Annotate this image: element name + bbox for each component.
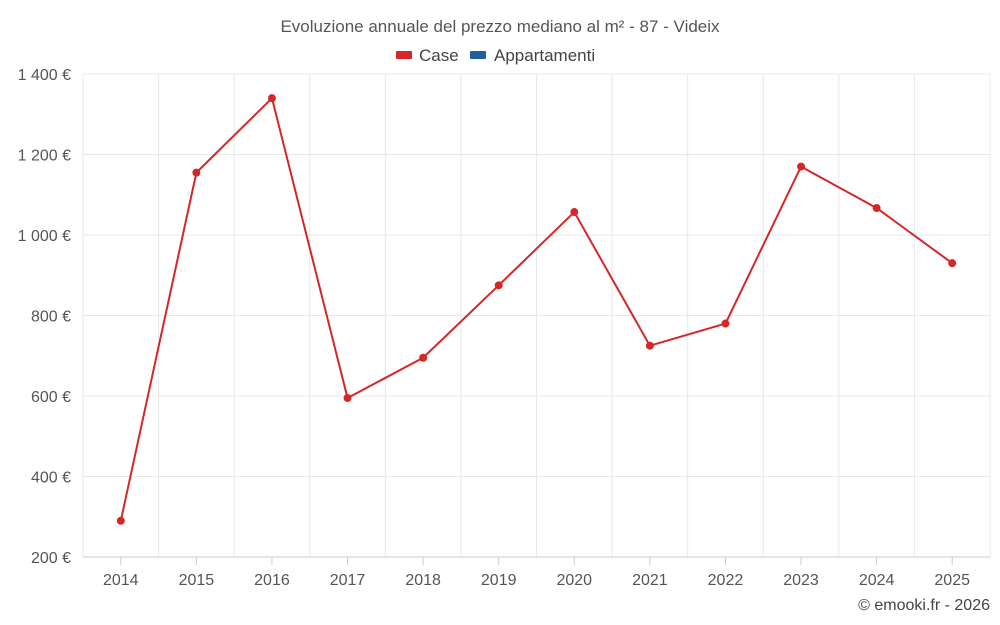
- legend: Case Appartamenti: [396, 46, 595, 65]
- x-tick-label: 2018: [405, 572, 441, 589]
- data-point-case[interactable]: [721, 319, 730, 328]
- chart-title: Evoluzione annuale del prezzo mediano al…: [280, 17, 720, 36]
- data-point-case[interactable]: [872, 204, 881, 213]
- y-axis-ticks: 200 € 400 € 600 € 800 € 1 000 € 1 200 € 1 400 …: [18, 67, 71, 567]
- y-tick-label: 400 €: [31, 470, 71, 487]
- legend-item-appartamenti[interactable]: Appartamenti: [470, 46, 595, 65]
- series-line-case: [119, 97, 953, 521]
- x-tick-label: 2019: [481, 572, 517, 589]
- data-point-case[interactable]: [116, 516, 125, 525]
- x-axis-ticks: 2014 2015 2016 2017 2018 2019 2020 2021 2022 2023…: [103, 557, 970, 589]
- data-point-case[interactable]: [570, 208, 579, 217]
- x-tick-label: 2017: [330, 572, 366, 589]
- legend-label-appartamenti: Appartamenti: [494, 46, 595, 65]
- x-tick-label: 2021: [632, 572, 668, 589]
- y-tick-label: 1 200 €: [18, 148, 71, 165]
- data-point-case[interactable]: [645, 341, 654, 350]
- legend-label-case: Case: [419, 46, 459, 65]
- x-tick-label: 2015: [179, 572, 215, 589]
- data-point-case[interactable]: [192, 168, 201, 177]
- y-tick-label: 200 €: [31, 550, 71, 567]
- x-tick-label: 2025: [934, 572, 970, 589]
- x-tick-label: 2023: [783, 572, 819, 589]
- grid: [82, 73, 991, 557]
- credit-text: © emooki.fr - 2026: [858, 597, 990, 614]
- legend-swatch-case: [396, 51, 412, 59]
- y-tick-label: 600 €: [31, 389, 71, 406]
- x-tick-label: 2022: [708, 572, 744, 589]
- legend-item-case[interactable]: Case: [396, 46, 459, 65]
- x-tick-label: 2014: [103, 572, 139, 589]
- data-point-case[interactable]: [343, 394, 352, 403]
- y-tick-label: 1 000 €: [18, 228, 71, 245]
- data-point-case[interactable]: [494, 281, 503, 290]
- data-point-case[interactable]: [419, 353, 428, 362]
- data-point-case[interactable]: [948, 259, 957, 268]
- data-point-case[interactable]: [797, 162, 806, 171]
- x-tick-label: 2024: [859, 572, 895, 589]
- y-tick-label: 1 400 €: [18, 67, 71, 84]
- data-point-case[interactable]: [267, 94, 276, 103]
- x-tick-label: 2016: [254, 572, 290, 589]
- legend-swatch-appartamenti: [470, 51, 486, 59]
- y-tick-label: 800 €: [31, 309, 71, 326]
- x-tick-label: 2020: [556, 572, 592, 589]
- series-case: [116, 94, 957, 525]
